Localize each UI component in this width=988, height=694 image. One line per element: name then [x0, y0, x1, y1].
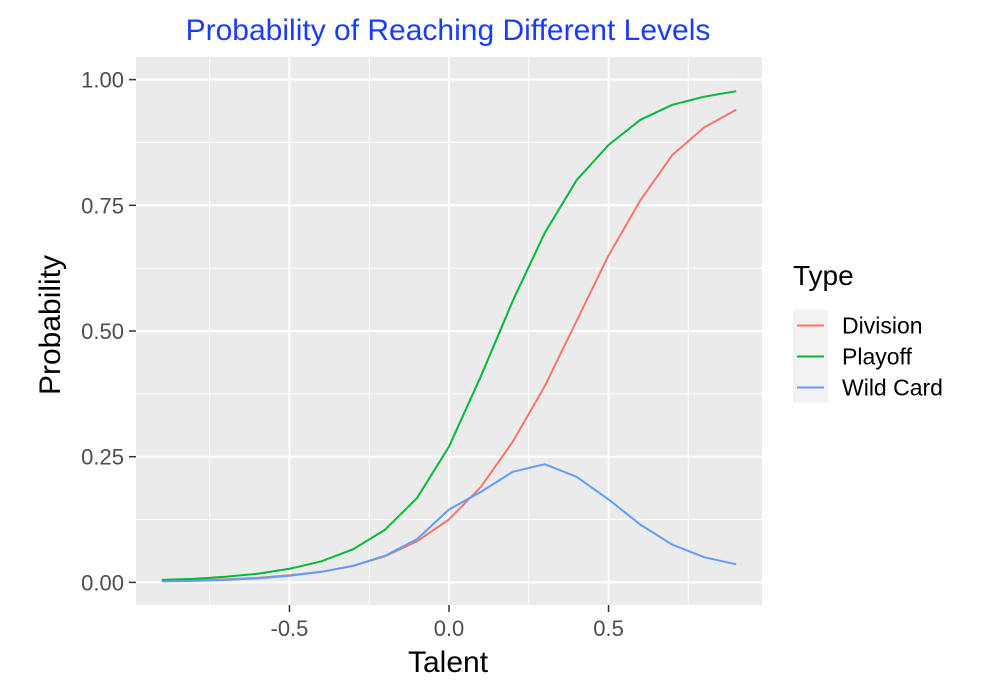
- y-axis: 0.00 0.25 0.50 0.75 1.00: [81, 68, 136, 595]
- major-gridlines: [136, 57, 762, 605]
- series-line: [161, 463, 737, 583]
- y-tick-label: 0.50: [81, 319, 124, 344]
- legend: Type Division Playoff Wild Card: [793, 260, 943, 403]
- chart-title: Probability of Reaching Different Levels: [186, 14, 711, 47]
- y-tick-label: 1.00: [81, 68, 124, 93]
- y-tick-label: 0.75: [81, 193, 124, 218]
- x-tick-label: 0.0: [434, 616, 465, 641]
- legend-label: Wild Card: [842, 375, 943, 401]
- x-axis-title: Talent: [408, 646, 489, 679]
- y-tick-label: 0.25: [81, 445, 124, 470]
- series-lines: [161, 90, 737, 583]
- legend-title: Type: [793, 260, 854, 291]
- series-line: [161, 90, 737, 581]
- y-tick-label: 0.00: [81, 570, 124, 595]
- x-tick-label: 0.5: [593, 616, 624, 641]
- y-axis-title: Probability: [34, 255, 67, 395]
- legend-label: Playoff: [842, 344, 913, 370]
- x-axis: -0.5 0.0 0.5: [271, 605, 624, 641]
- legend-label: Division: [842, 313, 923, 339]
- x-tick-label: -0.5: [271, 616, 309, 641]
